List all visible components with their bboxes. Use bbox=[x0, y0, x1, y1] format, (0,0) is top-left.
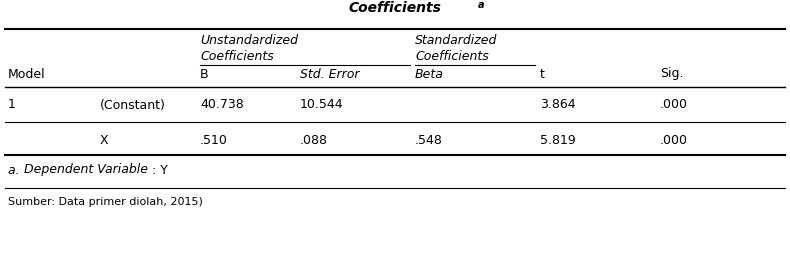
Text: 40.738: 40.738 bbox=[200, 99, 244, 112]
Text: a: a bbox=[478, 0, 484, 10]
Text: 1: 1 bbox=[8, 99, 16, 112]
Text: Std. Error: Std. Error bbox=[300, 68, 359, 80]
Text: Coefficients: Coefficients bbox=[348, 1, 442, 15]
Text: 5.819: 5.819 bbox=[540, 134, 576, 146]
Text: .510: .510 bbox=[200, 134, 228, 146]
Text: B: B bbox=[200, 68, 209, 80]
Text: .000: .000 bbox=[660, 134, 688, 146]
Text: t: t bbox=[540, 68, 545, 80]
Text: Model: Model bbox=[8, 68, 46, 80]
Text: Standardized
Coefficients: Standardized Coefficients bbox=[415, 34, 498, 63]
Text: .088: .088 bbox=[300, 134, 328, 146]
Text: Dependent Variable: Dependent Variable bbox=[24, 163, 148, 177]
Text: 3.864: 3.864 bbox=[540, 99, 576, 112]
Text: Sig.: Sig. bbox=[660, 68, 683, 80]
Text: 10.544: 10.544 bbox=[300, 99, 344, 112]
Text: .548: .548 bbox=[415, 134, 443, 146]
Text: a.: a. bbox=[8, 163, 24, 177]
Text: : Y: : Y bbox=[152, 163, 167, 177]
Text: .000: .000 bbox=[660, 99, 688, 112]
Text: Beta: Beta bbox=[415, 68, 444, 80]
Text: X: X bbox=[100, 134, 109, 146]
Text: Sumber: Data primer diolah, 2015): Sumber: Data primer diolah, 2015) bbox=[8, 197, 203, 207]
Text: (Constant): (Constant) bbox=[100, 99, 166, 112]
Text: Unstandardized
Coefficients: Unstandardized Coefficients bbox=[200, 34, 298, 63]
